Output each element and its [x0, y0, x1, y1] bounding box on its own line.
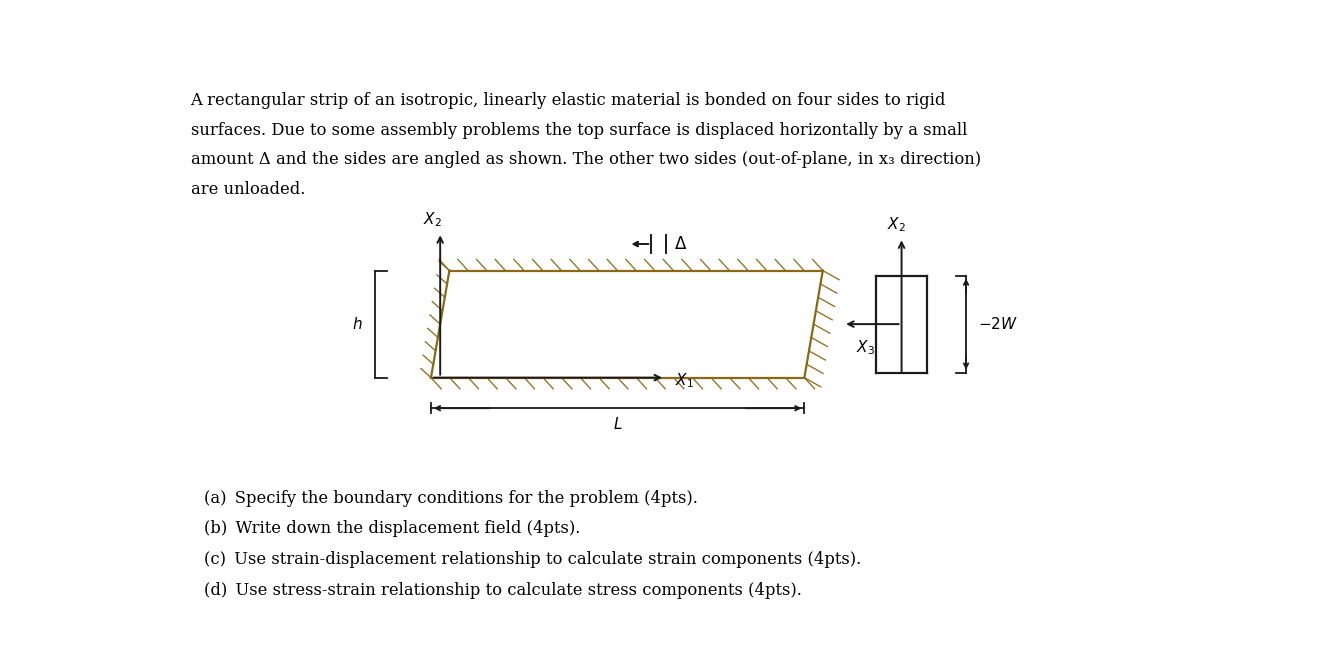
Text: $h$: $h$ — [352, 316, 363, 332]
Text: $-2W$: $-2W$ — [978, 316, 1018, 332]
Text: surfaces. Due to some assembly problems the top surface is displaced horizontall: surfaces. Due to some assembly problems … — [190, 122, 968, 139]
Text: $X_3$: $X_3$ — [857, 338, 875, 357]
Text: (b) Write down the displacement field (4pts).: (b) Write down the displacement field (4… — [203, 520, 581, 538]
Text: amount Δ and the sides are angled as shown. The other two sides (out-of-plane, i: amount Δ and the sides are angled as sho… — [190, 152, 981, 168]
Text: $X_1$: $X_1$ — [675, 371, 694, 389]
Text: are unloaded.: are unloaded. — [190, 181, 305, 198]
Text: (a) Specify the boundary conditions for the problem (4pts).: (a) Specify the boundary conditions for … — [203, 490, 698, 507]
Text: $X_2$: $X_2$ — [887, 215, 906, 234]
Text: (c) Use strain-displacement relationship to calculate strain components (4pts).: (c) Use strain-displacement relationship… — [203, 551, 861, 568]
Text: $X_2$: $X_2$ — [422, 210, 441, 229]
Text: A rectangular strip of an isotropic, linearly elastic material is bonded on four: A rectangular strip of an isotropic, lin… — [190, 92, 946, 109]
Text: (d) Use stress-strain relationship to calculate stress components (4pts).: (d) Use stress-strain relationship to ca… — [203, 581, 801, 598]
Text: $\Delta$: $\Delta$ — [673, 236, 688, 253]
Text: $L$: $L$ — [612, 416, 623, 432]
